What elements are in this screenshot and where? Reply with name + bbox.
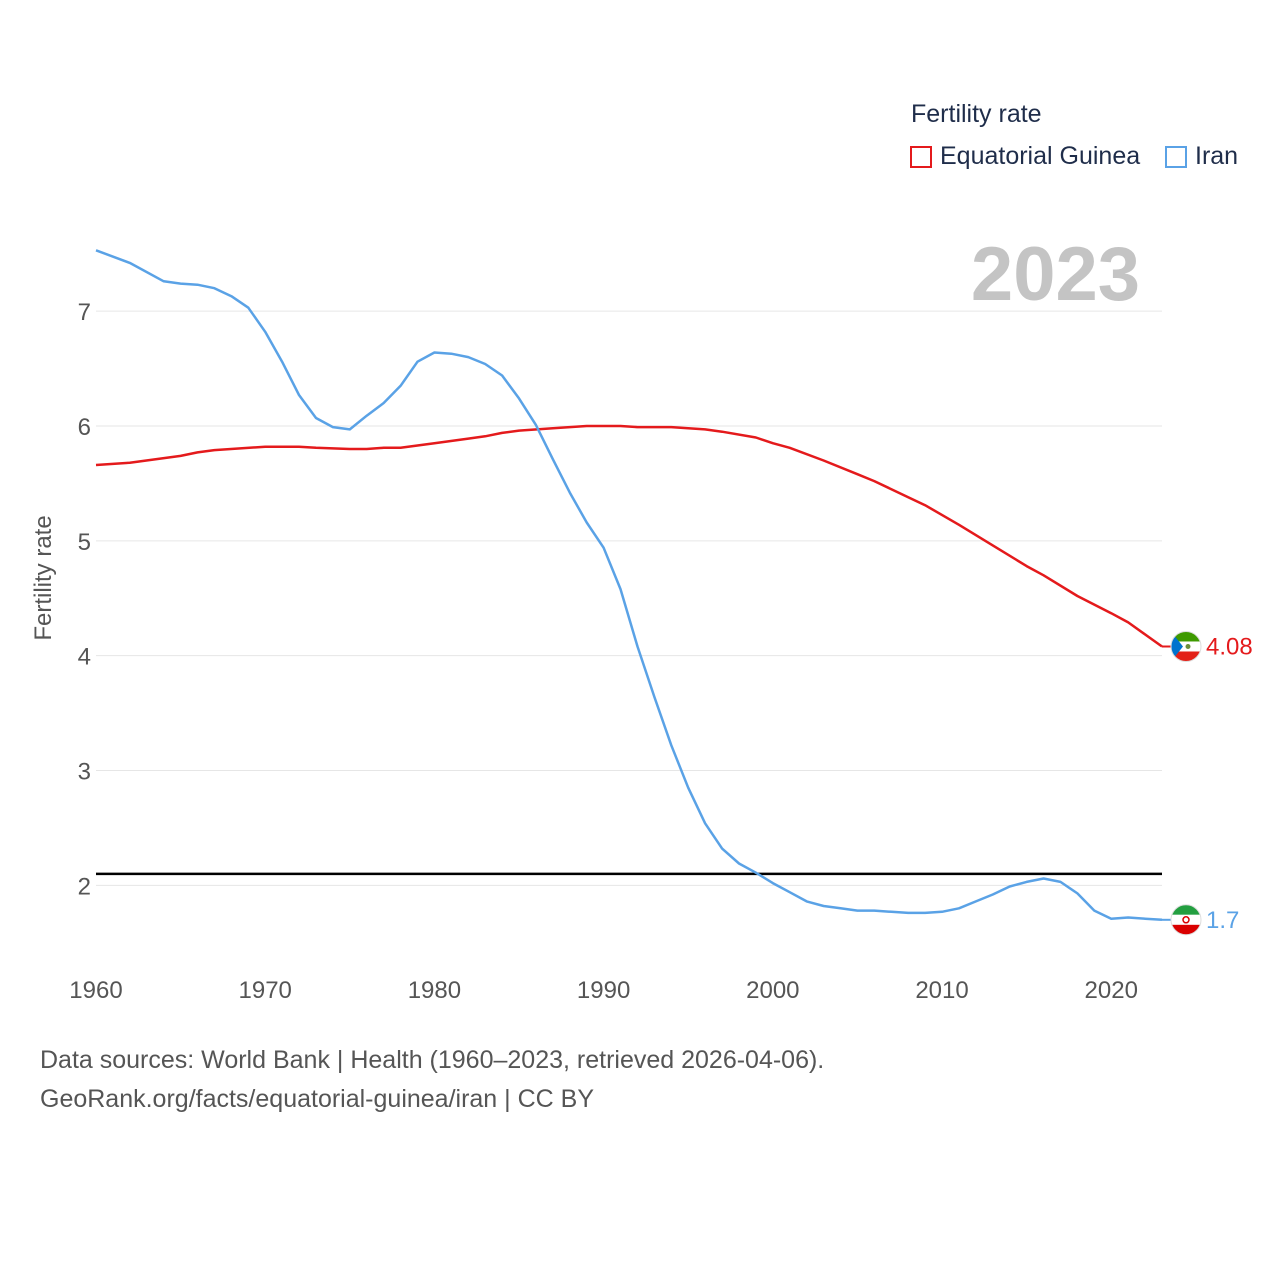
- y-tick-3: 3: [78, 759, 91, 786]
- data-source-note: Data sources: World Bank | Health (1960–…: [40, 1046, 825, 1074]
- y-tick-6: 6: [78, 414, 91, 441]
- x-tick-labels: 1960 1970 1980 1990 2000 2010 2020: [69, 977, 1138, 1004]
- x-tick-1990: 1990: [577, 977, 630, 1004]
- flag-icon-equatorial-guinea: [1170, 630, 1202, 662]
- legend-label-iran: Iran: [1195, 142, 1239, 170]
- legend-title: Fertility rate: [911, 100, 1042, 128]
- x-tick-1980: 1980: [408, 977, 461, 1004]
- y-tick-labels: 2 3 4 5 6 7: [78, 299, 91, 900]
- end-label-equatorial-guinea: 4.08: [1206, 633, 1253, 660]
- year-badge: 2023: [971, 232, 1140, 317]
- y-tick-2: 2: [78, 873, 91, 900]
- source-url: GeoRank.org/facts/equatorial-guinea/iran…: [40, 1085, 595, 1113]
- legend-item-equatorial-guinea[interactable]: Equatorial Guinea: [910, 142, 1140, 171]
- legend-item-iran[interactable]: Iran: [1165, 142, 1238, 171]
- y-tick-4: 4: [78, 644, 91, 671]
- y-tick-5: 5: [78, 529, 91, 556]
- y-axis-label: Fertility rate: [30, 515, 57, 640]
- legend-label-equatorial-guinea: Equatorial Guinea: [940, 142, 1141, 170]
- series-lines: [95, 249, 1163, 922]
- x-tick-2010: 2010: [915, 977, 968, 1004]
- end-label-iran: 1.7: [1206, 907, 1239, 934]
- x-tick-1960: 1960: [69, 977, 122, 1004]
- legend-swatch-equatorial-guinea: [910, 145, 932, 168]
- flag-icon-iran: [1170, 904, 1202, 936]
- x-tick-1970: 1970: [239, 977, 292, 1004]
- y-tick-7: 7: [78, 299, 91, 326]
- series-line-iran: [95, 249, 1163, 922]
- series-end-markers: 4.08 1.7: [1162, 630, 1253, 936]
- legend-swatch-iran: [1165, 145, 1187, 168]
- series-line-equatorial-guinea: [95, 424, 1163, 648]
- x-tick-2020: 2020: [1085, 977, 1138, 1004]
- x-tick-2000: 2000: [746, 977, 799, 1004]
- grid: [96, 310, 1162, 886]
